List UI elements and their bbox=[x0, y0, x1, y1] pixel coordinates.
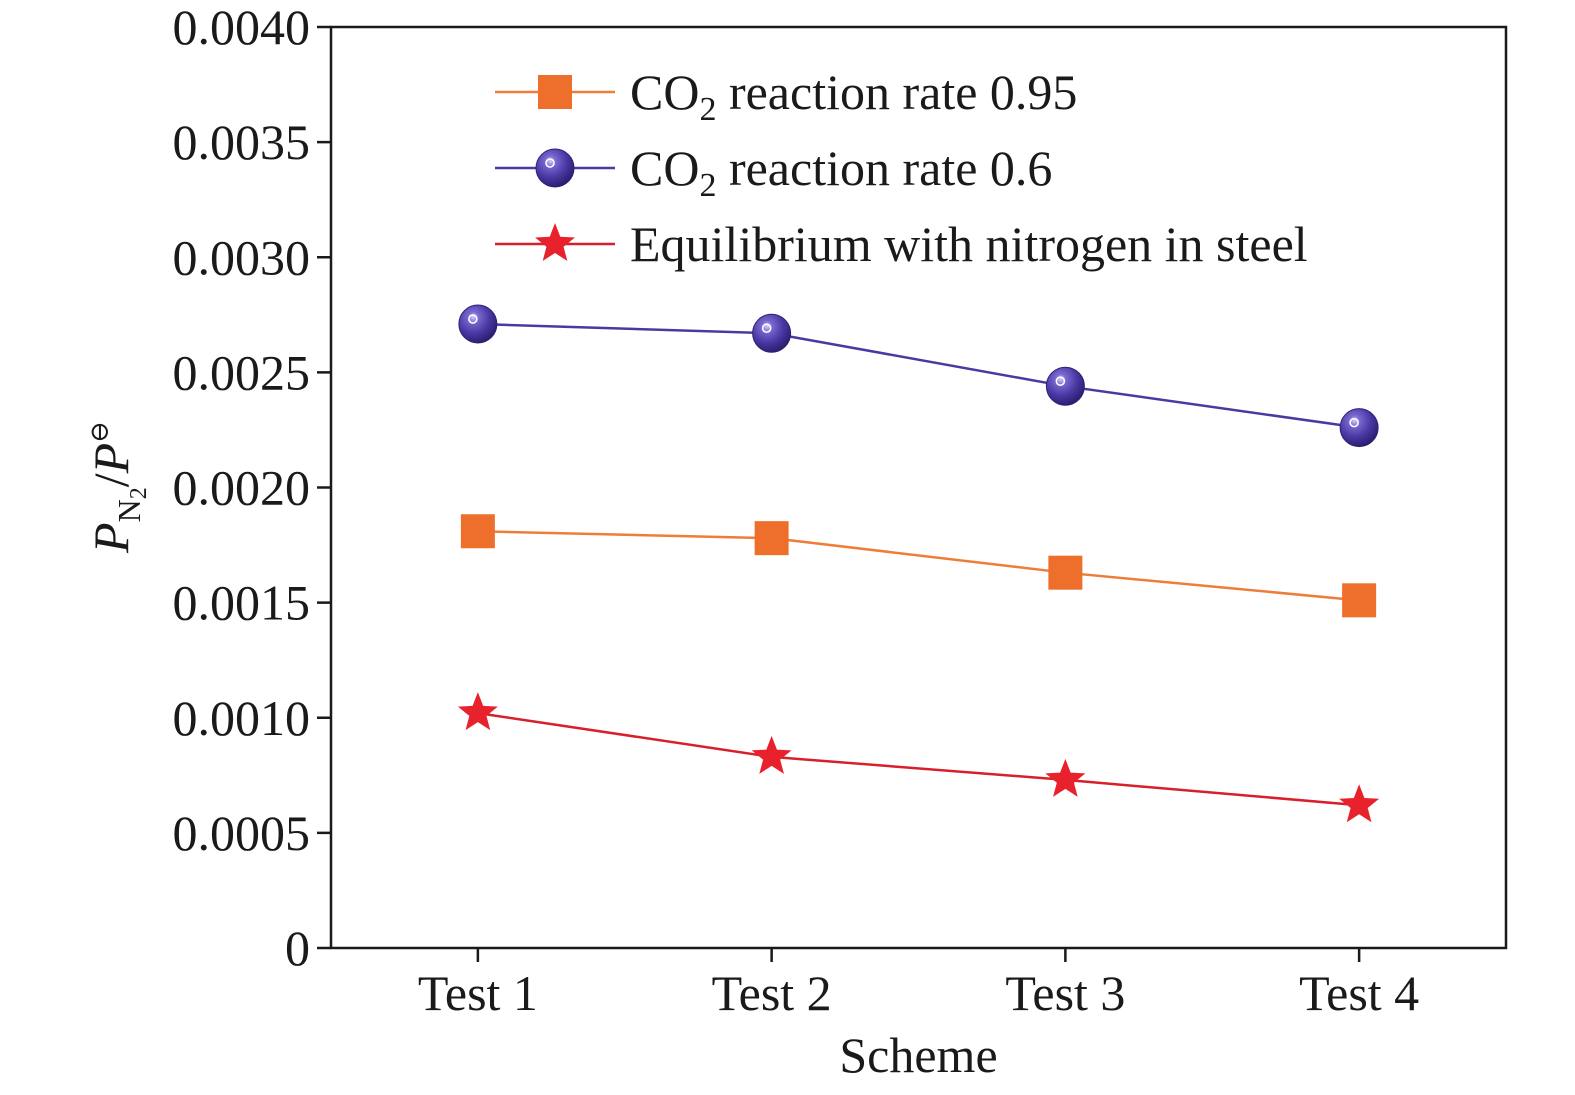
legend-item: CO2 reaction rate 0.6 bbox=[495, 140, 1052, 204]
y-tick-label: 0 bbox=[285, 920, 310, 976]
y-tick-label: 0.0030 bbox=[173, 229, 311, 285]
data-point-sphere bbox=[458, 304, 498, 344]
legend-label: Equilibrium with nitrogen in steel bbox=[630, 216, 1308, 272]
data-point-sphere bbox=[1045, 366, 1085, 406]
y-tick-label: 0.0005 bbox=[173, 805, 311, 861]
data-point-star bbox=[1339, 784, 1380, 823]
data-point-square bbox=[754, 521, 789, 556]
legend-marker-star bbox=[535, 223, 575, 261]
y-tick-label: 0.0015 bbox=[173, 575, 311, 631]
x-axis-title: Scheme bbox=[839, 1027, 997, 1083]
x-tick-label: Test 2 bbox=[712, 965, 832, 1021]
data-point-sphere bbox=[1339, 408, 1379, 448]
series-line-2 bbox=[477, 711, 1360, 807]
y-tick-label: 0.0025 bbox=[173, 344, 311, 400]
data-point-star bbox=[457, 692, 498, 731]
x-tick-label: Test 3 bbox=[1005, 965, 1125, 1021]
data-point-square bbox=[1048, 555, 1083, 590]
legend-marker-sphere bbox=[535, 148, 575, 188]
legend: CO2 reaction rate 0.95 CO2 reaction rate … bbox=[495, 64, 1308, 272]
legend-item: Equilibrium with nitrogen in steel bbox=[495, 216, 1308, 272]
data-point-star bbox=[751, 735, 792, 774]
y-tick-label: 0.0020 bbox=[173, 460, 311, 516]
y-axis-title: PN2/P⊖ bbox=[83, 421, 152, 554]
data-point-sphere bbox=[752, 313, 792, 353]
legend-item: CO2 reaction rate 0.95 bbox=[495, 64, 1077, 128]
x-tick-label: Test 4 bbox=[1299, 965, 1419, 1021]
series-line-0 bbox=[477, 530, 1360, 602]
y-axis-label: PN2/P⊖ bbox=[83, 421, 152, 554]
y-tick-label: 0.0035 bbox=[173, 114, 311, 170]
axes-layer: 0 0.0005 0.0010 0.0015 0.0020 0.0025 0.0030 0.0… bbox=[173, 0, 1508, 1021]
series-line-1 bbox=[477, 322, 1360, 429]
series-layer bbox=[457, 304, 1380, 823]
data-point-square bbox=[460, 514, 495, 549]
y-tick-label: 0.0010 bbox=[173, 690, 311, 746]
legend-label: CO2 reaction rate 0.6 bbox=[630, 140, 1052, 204]
legend-marker-square bbox=[538, 75, 572, 109]
legend-label: CO2 reaction rate 0.95 bbox=[630, 64, 1077, 128]
data-point-star bbox=[1045, 758, 1086, 797]
y-tick-label: 0.0040 bbox=[173, 0, 311, 55]
x-tick-label: Test 1 bbox=[418, 965, 538, 1021]
data-point-square bbox=[1342, 583, 1377, 618]
